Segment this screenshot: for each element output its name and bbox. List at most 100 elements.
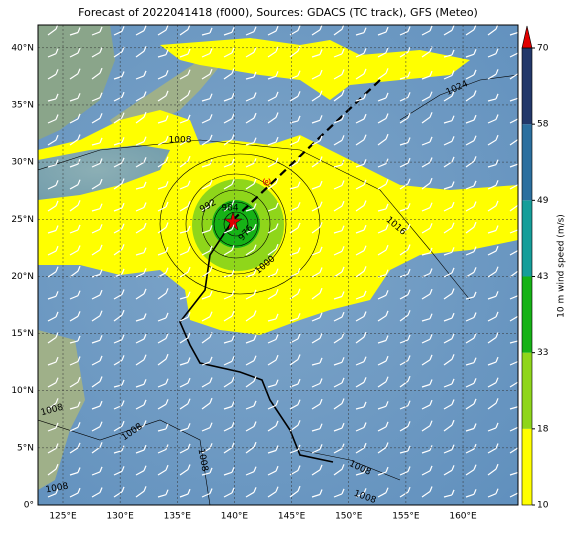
wind-barb	[157, 25, 169, 36]
wind-barb	[289, 25, 301, 36]
wind-barb	[399, 375, 411, 388]
wind-barb	[91, 158, 103, 168]
wind-barb	[443, 333, 455, 344]
isobar-label: 984	[221, 204, 238, 214]
wind-barb	[399, 355, 411, 366]
wind-barb	[47, 200, 59, 212]
isobars	[38, 74, 518, 505]
wind-barb	[267, 400, 279, 410]
wind-barb	[245, 487, 257, 498]
wind-barb	[135, 268, 147, 278]
y-tick-label: 0°	[24, 501, 34, 511]
wind-barb	[487, 311, 499, 322]
wind-barb	[465, 332, 477, 344]
wind-barb	[377, 133, 389, 146]
wind-barb	[201, 467, 213, 476]
wind-barb	[157, 399, 169, 410]
colorbar-segment	[522, 200, 532, 277]
wind-barb	[157, 156, 169, 168]
wind-barb	[487, 93, 499, 102]
wind-barb	[509, 339, 518, 344]
wind-barb	[223, 335, 235, 344]
wind-barb	[113, 400, 125, 410]
wind-barb	[267, 354, 279, 366]
wind-barb	[509, 203, 518, 212]
wind-barb	[135, 136, 147, 146]
wind-barb	[355, 68, 367, 80]
wind-barb	[47, 422, 59, 432]
wind-barb	[421, 136, 433, 146]
wind-barb	[487, 159, 499, 168]
wind-barb	[223, 290, 235, 300]
wind-barb	[443, 181, 455, 190]
wind-barb	[289, 247, 301, 256]
wind-barb	[421, 420, 433, 432]
wind-barb	[465, 135, 477, 146]
wind-barb	[135, 313, 147, 322]
wind-barb	[47, 356, 59, 366]
wind-barb	[135, 444, 147, 454]
wind-barb	[69, 290, 81, 300]
wind-barb	[377, 244, 389, 256]
wind-barb	[465, 201, 477, 212]
wind-barb	[399, 203, 411, 212]
wind-barb	[509, 162, 518, 168]
y-tick-label: 35°N	[11, 100, 34, 110]
wind-barb	[355, 27, 367, 36]
wind-barb	[179, 180, 191, 190]
wind-barb	[443, 312, 455, 322]
wind-barb	[487, 114, 499, 124]
wind-barb	[311, 464, 323, 476]
y-tick-label: 10°N	[11, 386, 34, 396]
wind-barb	[157, 49, 169, 58]
wind-barb	[487, 25, 499, 36]
wind-barb	[91, 113, 103, 124]
wind-barb	[421, 157, 433, 168]
wind-barb	[69, 27, 81, 36]
wind-barb	[487, 200, 499, 212]
colorbar-extend	[521, 25, 533, 49]
wind-barb	[69, 422, 81, 432]
wind-barb	[377, 310, 389, 322]
wind-barb	[223, 47, 235, 58]
wind-barb	[135, 25, 147, 36]
wind-barb	[223, 92, 235, 102]
wind-barb	[443, 267, 455, 278]
wind-barb	[421, 354, 433, 366]
wind-barb	[399, 466, 411, 476]
wind-barb	[179, 48, 191, 58]
wind-barb	[223, 158, 235, 168]
colorbar-tick-label: 18	[537, 424, 549, 434]
wind-barb	[333, 89, 345, 102]
wind-barb	[355, 159, 367, 168]
wind-barb	[267, 223, 279, 234]
wind-barb	[311, 378, 323, 388]
wind-barb	[289, 115, 301, 124]
wind-barb	[289, 399, 301, 410]
wind-barb	[245, 158, 257, 168]
wind-barb	[377, 487, 389, 498]
wind-barb	[311, 222, 323, 234]
wind-barb	[443, 465, 455, 476]
wind-barb	[113, 355, 125, 366]
wind-barb	[443, 201, 455, 212]
wind-barb	[465, 246, 477, 256]
wind-barb	[509, 248, 518, 256]
wind-barb	[465, 25, 477, 36]
wind-barb	[377, 68, 389, 80]
wind-barb	[113, 26, 125, 36]
wind-barb	[245, 355, 257, 366]
wind-barb	[333, 225, 345, 234]
wind-barb	[69, 467, 81, 476]
wind-barb	[421, 70, 433, 80]
wind-barb	[487, 266, 499, 278]
wind-barb	[91, 269, 103, 278]
wind-barb	[377, 355, 389, 366]
wind-barb	[69, 93, 81, 102]
wind-barb	[377, 92, 389, 102]
wind-barb	[135, 333, 147, 344]
wind-barb	[69, 376, 81, 388]
wind-barb	[113, 244, 125, 256]
wind-barb	[465, 464, 477, 476]
wind-barb	[333, 377, 345, 388]
